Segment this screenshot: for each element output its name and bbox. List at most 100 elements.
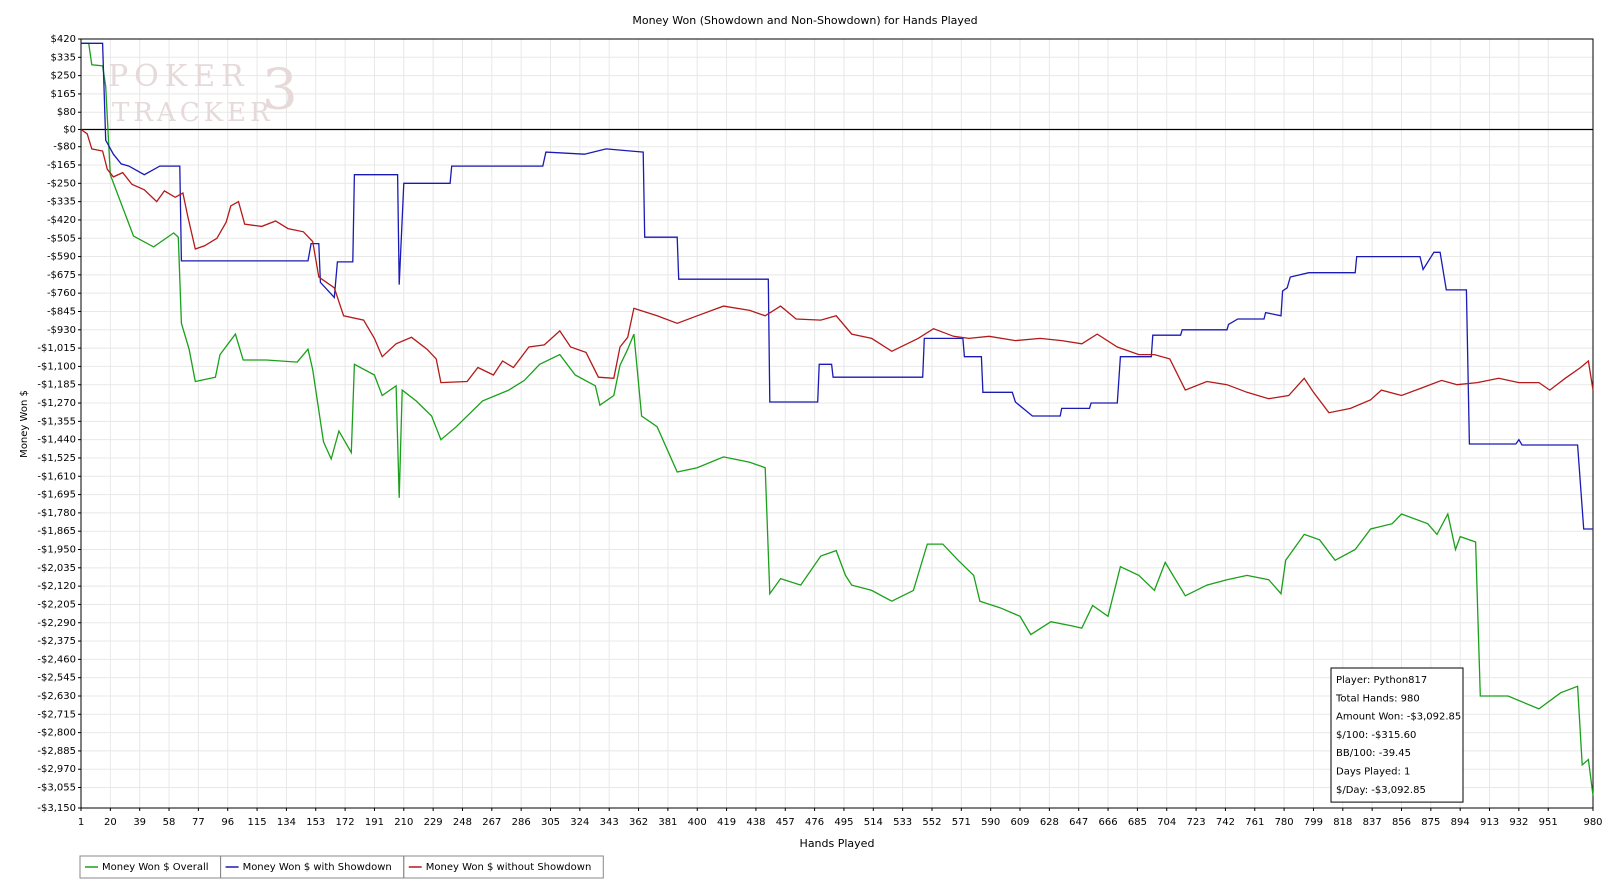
x-axis-label: Hands Played [800, 837, 875, 850]
x-tick-label: 875 [1421, 817, 1440, 828]
y-tick-label: -$2,970 [37, 764, 76, 775]
series-line [80, 128, 1594, 414]
x-tick-label: 799 [1304, 817, 1323, 828]
y-tick-label: -$1,950 [37, 545, 76, 556]
x-tick-label: 153 [306, 817, 325, 828]
y-tick-label: $80 [57, 107, 76, 118]
x-tick-label: 419 [717, 817, 736, 828]
x-tick-label: 495 [834, 817, 853, 828]
y-tick-label: -$1,865 [37, 526, 76, 537]
plot-frame [80, 38, 1594, 809]
info-text: Days Played: 1 [1336, 767, 1410, 778]
series-line [81, 42, 1593, 530]
x-tick-label: 58 [163, 817, 176, 828]
y-tick-label: -$420 [47, 215, 76, 226]
y-tick-label: -$1,525 [37, 453, 76, 464]
y-tick-label: -$2,375 [37, 636, 76, 647]
y-tick-label: -$2,885 [37, 746, 76, 757]
x-tick-label: 647 [1069, 817, 1088, 828]
info-text: Amount Won: -$3,092.85 [1336, 712, 1461, 723]
y-tick-label: -$165 [47, 160, 76, 171]
y-tick-label: -$2,715 [37, 709, 76, 720]
legend-item-box [403, 855, 604, 879]
x-tick-label: 324 [570, 817, 589, 828]
y-tick-label: $0 [63, 124, 76, 135]
info-text: Player: Python817 [1336, 675, 1427, 686]
legend-label: Money Won $ with Showdown [243, 862, 392, 873]
y-tick-label: -$1,270 [37, 398, 76, 409]
x-tick-label: 533 [893, 817, 912, 828]
x-tick-label: 305 [541, 817, 560, 828]
info-text: BB/100: -39.45 [1336, 748, 1411, 759]
x-tick-label: 552 [922, 817, 941, 828]
x-tick-label: 134 [277, 817, 296, 828]
x-tick-label: 590 [981, 817, 1000, 828]
watermark-text: POKER [108, 59, 250, 94]
y-tick-label: -$1,780 [37, 508, 76, 519]
x-tick-label: 894 [1451, 817, 1470, 828]
x-tick-label: 476 [805, 817, 824, 828]
x-tick-label: 20 [104, 817, 117, 828]
legend: Money Won $ Overall Money Won $ with Show… [79, 855, 604, 879]
x-tick-label: 780 [1275, 817, 1294, 828]
x-tick-label: 742 [1216, 817, 1235, 828]
series-line [81, 42, 1594, 796]
x-tick-label: 818 [1333, 817, 1352, 828]
x-tick-label: 723 [1187, 817, 1206, 828]
x-tick-label: 267 [482, 817, 501, 828]
y-tick-label: -$760 [47, 288, 76, 299]
x-tick-label: 837 [1363, 817, 1382, 828]
y-tick-label: -$2,460 [37, 654, 76, 665]
info-text: $/100: -$315.60 [1336, 730, 1416, 741]
x-tick-label: 457 [776, 817, 795, 828]
y-tick-label: -$335 [47, 197, 76, 208]
y-tick-label: -$930 [47, 325, 76, 336]
x-tick-label: 628 [1040, 817, 1059, 828]
x-tick-label: 685 [1128, 817, 1147, 828]
y-tick-label: -$2,120 [37, 581, 76, 592]
chart-title: Money Won (Showdown and Non-Showdown) fo… [632, 14, 977, 27]
watermark: POKER TRACKER 3 [108, 58, 298, 129]
watermark-text: 3 [262, 58, 298, 123]
y-tick-label: -$80 [53, 142, 76, 153]
y-tick-label: $420 [51, 34, 76, 45]
x-tick-label: 400 [688, 817, 707, 828]
x-tick-label: 514 [864, 817, 883, 828]
legend-label: Money Won $ without Showdown [426, 862, 592, 873]
y-tick-label: -$505 [47, 233, 76, 244]
y-axis-label: Money Won $ [19, 390, 30, 458]
y-tick-label: -$250 [47, 178, 76, 189]
x-tick-label: 932 [1509, 817, 1528, 828]
x-tick-label: 39 [133, 817, 146, 828]
y-tick-label: -$3,055 [37, 783, 76, 794]
x-tick-label: 951 [1539, 817, 1558, 828]
x-tick-label: 362 [629, 817, 648, 828]
y-tick-label: $250 [51, 71, 76, 82]
x-tick-label: 210 [394, 817, 413, 828]
y-tick-label: -$845 [47, 306, 76, 317]
info-text: Total Hands: 980 [1335, 693, 1420, 704]
x-tick-label: 172 [336, 817, 355, 828]
x-tick-label: 609 [1010, 817, 1029, 828]
x-tick-label: 229 [424, 817, 443, 828]
y-tick-label: -$1,015 [37, 343, 76, 354]
y-tick-label: -$1,355 [37, 416, 76, 427]
x-tick-label: 666 [1099, 817, 1118, 828]
x-tick-label: 1 [78, 817, 84, 828]
y-tick-label: $165 [51, 89, 76, 100]
y-tick-label: -$2,545 [37, 673, 76, 684]
legend-label: Money Won $ Overall [102, 862, 209, 873]
x-tick-label: 856 [1392, 817, 1411, 828]
y-tick-label: -$675 [47, 270, 76, 281]
x-tick-label: 115 [248, 817, 267, 828]
y-tick-label: -$1,610 [37, 471, 76, 482]
info-text: $/Day: -$3,092.85 [1336, 785, 1426, 796]
y-tick-label: -$2,205 [37, 599, 76, 610]
x-tick-label: 96 [221, 817, 234, 828]
y-tick-label: -$3,150 [37, 803, 76, 814]
info-box [1330, 667, 1464, 803]
y-tick-label: -$590 [47, 252, 76, 263]
watermark-text: TRACKER [112, 98, 274, 128]
x-tick-label: 77 [192, 817, 205, 828]
